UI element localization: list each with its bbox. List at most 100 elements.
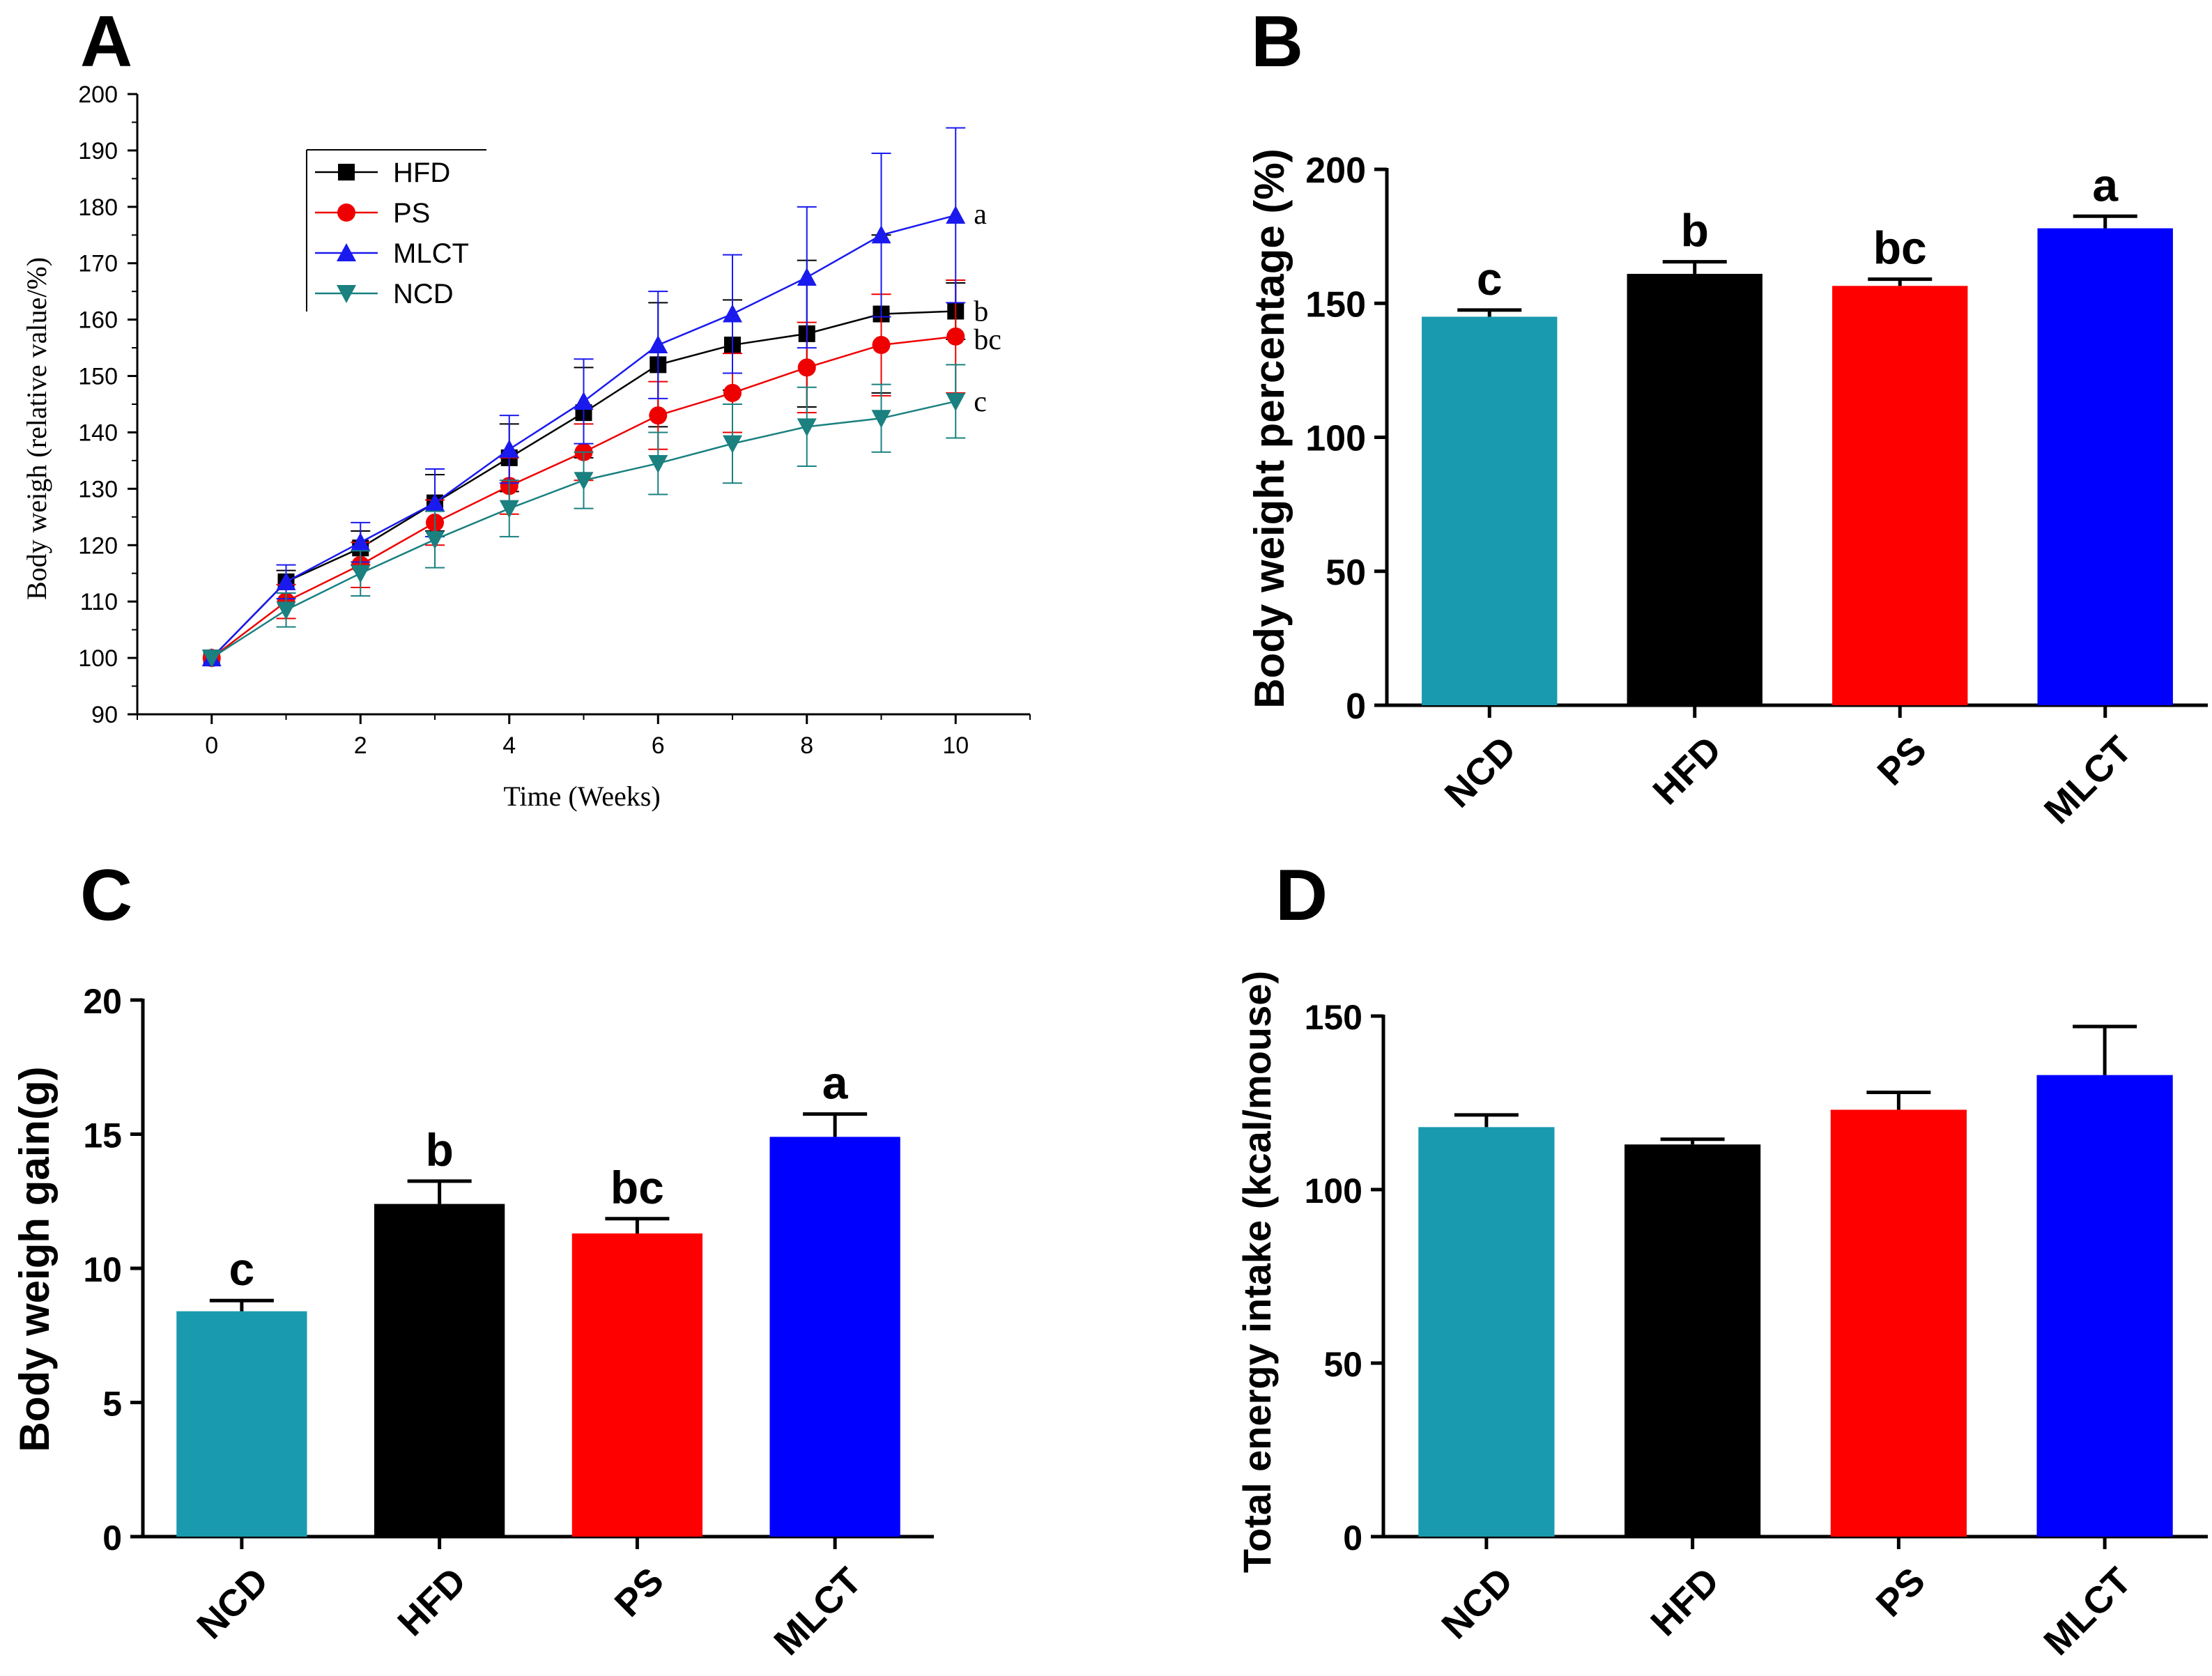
data-point <box>276 571 296 590</box>
data-point <box>723 435 742 454</box>
significance-label: c <box>229 1243 255 1295</box>
data-point <box>276 601 296 620</box>
panel-label-b: B <box>1251 1 1303 82</box>
significance-label: a <box>2092 159 2119 210</box>
data-point <box>574 472 594 491</box>
data-point <box>797 418 817 437</box>
significance-label: c <box>1477 253 1503 305</box>
y-tick-label: 140 <box>78 420 118 446</box>
bar-hfd <box>1627 273 1762 706</box>
y-tick-label: 90 <box>91 702 118 728</box>
bar-ps <box>1830 1109 1967 1537</box>
y-tick-label: 110 <box>80 589 118 615</box>
y-tick-label: 50 <box>1326 553 1366 593</box>
significance-label: a <box>822 1057 849 1109</box>
y-tick-label: 5 <box>102 1385 122 1424</box>
y-tick-label: 100 <box>78 645 118 672</box>
legend-label: MLCT <box>393 238 469 269</box>
y-tick-label: 100 <box>1305 1171 1362 1210</box>
data-point <box>499 500 519 518</box>
data-point <box>872 336 891 355</box>
significance-label: bc <box>1873 222 1927 274</box>
data-point <box>723 383 742 402</box>
data-point <box>871 410 891 429</box>
bar-ncd <box>1418 1127 1555 1537</box>
y-tick-label: 200 <box>78 82 118 108</box>
y-tick-label: 50 <box>1323 1345 1362 1384</box>
legend-marker <box>337 243 356 261</box>
y-tick-label: 0 <box>1346 686 1366 727</box>
category-label: HFD <box>390 1560 474 1644</box>
y-tick-label: 100 <box>1305 419 1366 459</box>
legend-marker <box>337 285 356 303</box>
category-label: NCD <box>189 1560 276 1647</box>
legend-marker <box>338 164 355 180</box>
x-axis-title: Time (Weeks) <box>503 781 660 812</box>
data-point <box>946 205 966 224</box>
data-point <box>648 335 668 354</box>
legend: HFD PS MLCT NCD <box>306 149 486 312</box>
y-tick-label: 0 <box>102 1519 122 1558</box>
y-tick-label: 150 <box>78 364 118 390</box>
bar-mlct <box>2036 1075 2173 1537</box>
panel-label-d: D <box>1275 855 1328 936</box>
bar-ncd <box>176 1311 307 1537</box>
category-label: HFD <box>1643 1560 1727 1644</box>
category-label: MLCT <box>766 1560 869 1663</box>
series-ncd: c <box>201 364 987 668</box>
bar-chart-body-weight-gain: Body weigh gain(g) 0 5 10 15 20 c NCD b HFD bc PS a… <box>11 982 934 1663</box>
data-point <box>797 267 817 286</box>
data-point <box>351 532 371 551</box>
y-axis-title: Body weigh (relative value/%) <box>21 257 52 600</box>
x-tick-label: 8 <box>800 732 813 759</box>
bar-hfd <box>374 1204 505 1537</box>
y-tick-label: 20 <box>83 982 122 1021</box>
x-tick-label: 4 <box>502 732 516 759</box>
y-tick-label: 200 <box>1305 151 1366 191</box>
x-tick-label: 0 <box>205 732 218 759</box>
bar-chart-body-weight-percentage: Body weight percentage (%) 0 50 100 150 200 c… <box>1246 148 2208 832</box>
bar-ps <box>1832 286 1968 705</box>
data-point <box>201 649 222 668</box>
significance-label: bc <box>610 1162 664 1213</box>
category-label: PS <box>607 1560 672 1624</box>
data-point <box>351 564 371 583</box>
y-tick-label: 15 <box>83 1116 122 1155</box>
series-ps: bc <box>202 279 1001 668</box>
y-tick-label: 180 <box>78 194 118 221</box>
data-point <box>648 454 668 473</box>
bar-chart-total-energy-intake: Total energy intake (kcal/mouse) 0 50 100 1… <box>1235 971 2208 1663</box>
significance-label: c <box>974 386 987 418</box>
panel-label-a: A <box>80 1 132 82</box>
x-tick-label: 10 <box>942 732 969 759</box>
data-point <box>425 531 445 550</box>
bar-hfd <box>1625 1144 1761 1537</box>
y-tick-label: 160 <box>78 307 118 334</box>
legend-label: HFD <box>393 157 450 188</box>
data-point <box>649 406 668 425</box>
bar-ncd <box>1422 316 1558 706</box>
series-mlct: a <box>201 127 987 667</box>
y-tick-label: 0 <box>1343 1519 1362 1558</box>
data-point <box>499 439 519 458</box>
significance-label: b <box>1681 205 1709 256</box>
y-tick-label: 190 <box>78 138 118 164</box>
significance-label: b <box>974 296 988 328</box>
line-chart-body-weight: Time (Weeks) Body weigh (relative value/… <box>21 82 1031 812</box>
legend-marker <box>337 203 355 222</box>
category-label: NCD <box>1437 728 1524 815</box>
panel-label-c: C <box>80 855 132 936</box>
category-label: HFD <box>1645 728 1729 813</box>
data-point <box>946 392 966 411</box>
x-tick-label: 2 <box>354 732 367 759</box>
y-tick-label: 150 <box>1305 284 1366 325</box>
bar-mlct <box>769 1137 900 1537</box>
y-axis-title: Body weigh gain(g) <box>11 1066 58 1452</box>
y-tick-label: 120 <box>78 532 118 559</box>
significance-label: a <box>974 199 987 231</box>
y-tick-label: 10 <box>83 1250 122 1289</box>
category-label: MLCT <box>2036 728 2140 831</box>
data-point <box>425 493 445 512</box>
x-tick-label: 6 <box>652 732 665 759</box>
